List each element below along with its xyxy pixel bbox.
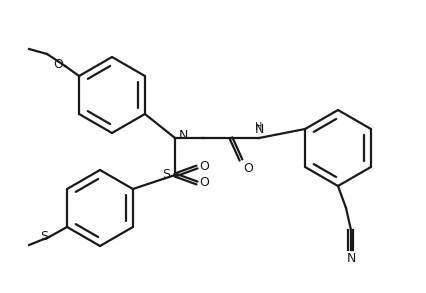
Text: S: S <box>40 231 48 243</box>
Text: O: O <box>53 59 63 71</box>
Text: N: N <box>178 130 188 142</box>
Text: O: O <box>242 162 252 175</box>
Text: H: H <box>255 122 262 132</box>
Text: O: O <box>199 176 208 190</box>
Text: S: S <box>161 168 170 181</box>
Text: N: N <box>254 123 263 136</box>
Text: N: N <box>345 252 355 265</box>
Text: O: O <box>199 161 208 173</box>
